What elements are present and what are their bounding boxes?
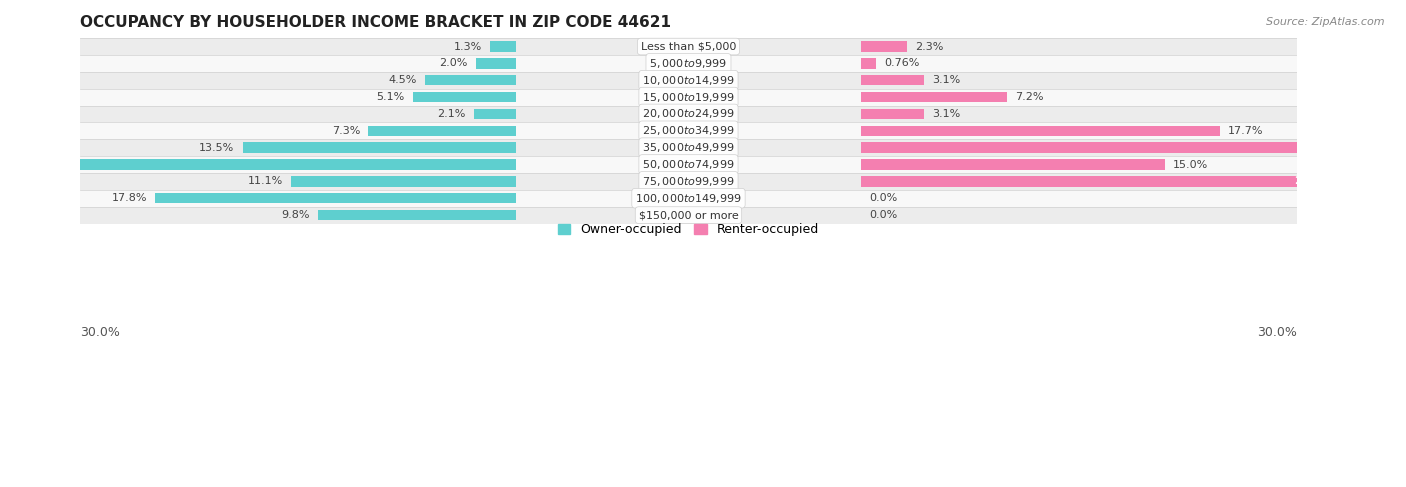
Text: 23.8%: 23.8% xyxy=(1295,176,1333,187)
Bar xyxy=(80,139,1296,156)
Bar xyxy=(860,159,1164,170)
Text: 15.0%: 15.0% xyxy=(1173,160,1208,169)
Text: 11.1%: 11.1% xyxy=(247,176,283,187)
Text: 2.0%: 2.0% xyxy=(439,58,468,68)
Text: 17.8%: 17.8% xyxy=(111,193,148,203)
Bar xyxy=(425,75,516,86)
Text: $20,000 to $24,999: $20,000 to $24,999 xyxy=(643,108,735,120)
Bar xyxy=(860,58,876,69)
Text: 17.7%: 17.7% xyxy=(1227,126,1263,136)
Text: $25,000 to $34,999: $25,000 to $34,999 xyxy=(643,124,735,137)
Text: 2.3%: 2.3% xyxy=(915,41,943,52)
Bar xyxy=(489,41,516,52)
Bar xyxy=(0,159,516,170)
Text: Source: ZipAtlas.com: Source: ZipAtlas.com xyxy=(1267,17,1385,27)
Bar xyxy=(80,38,1296,55)
Text: $50,000 to $74,999: $50,000 to $74,999 xyxy=(643,158,735,171)
Text: 13.5%: 13.5% xyxy=(200,143,235,153)
Bar xyxy=(474,109,516,119)
Bar xyxy=(80,206,1296,224)
Bar xyxy=(860,41,907,52)
Bar xyxy=(80,106,1296,122)
Text: 27.2%: 27.2% xyxy=(1364,143,1402,153)
Text: 4.5%: 4.5% xyxy=(388,75,416,85)
Text: 7.2%: 7.2% xyxy=(1015,92,1043,102)
Text: $75,000 to $99,999: $75,000 to $99,999 xyxy=(643,175,735,188)
Text: 9.8%: 9.8% xyxy=(281,210,309,220)
Text: 5.1%: 5.1% xyxy=(377,92,405,102)
Text: $15,000 to $19,999: $15,000 to $19,999 xyxy=(643,91,735,104)
Bar xyxy=(860,126,1219,136)
Text: OCCUPANCY BY HOUSEHOLDER INCOME BRACKET IN ZIP CODE 44621: OCCUPANCY BY HOUSEHOLDER INCOME BRACKET … xyxy=(80,15,672,30)
Text: 0.0%: 0.0% xyxy=(869,193,897,203)
Bar xyxy=(80,173,1296,190)
Text: 3.1%: 3.1% xyxy=(932,75,960,85)
Legend: Owner-occupied, Renter-occupied: Owner-occupied, Renter-occupied xyxy=(553,218,824,242)
Text: $5,000 to $9,999: $5,000 to $9,999 xyxy=(650,57,728,70)
Bar xyxy=(80,72,1296,89)
Text: 2.1%: 2.1% xyxy=(437,109,465,119)
Bar xyxy=(80,55,1296,72)
Text: $10,000 to $14,999: $10,000 to $14,999 xyxy=(643,74,735,87)
Text: $150,000 or more: $150,000 or more xyxy=(638,210,738,220)
Text: 0.76%: 0.76% xyxy=(884,58,920,68)
Text: $100,000 to $149,999: $100,000 to $149,999 xyxy=(636,192,742,205)
Bar xyxy=(80,89,1296,106)
Bar xyxy=(860,75,924,86)
Bar xyxy=(80,156,1296,173)
Bar xyxy=(860,92,1007,102)
Bar xyxy=(860,143,1406,153)
Bar xyxy=(243,143,516,153)
Bar xyxy=(860,176,1343,187)
Text: Less than $5,000: Less than $5,000 xyxy=(641,41,737,52)
Bar xyxy=(80,122,1296,139)
Text: 3.1%: 3.1% xyxy=(932,109,960,119)
Text: 30.0%: 30.0% xyxy=(1257,325,1296,338)
Text: 25.6%: 25.6% xyxy=(7,160,46,169)
Bar xyxy=(368,126,516,136)
Bar xyxy=(318,210,516,220)
Bar xyxy=(156,193,516,204)
Text: 7.3%: 7.3% xyxy=(332,126,360,136)
Bar xyxy=(475,58,516,69)
Bar xyxy=(80,190,1296,206)
Text: $35,000 to $49,999: $35,000 to $49,999 xyxy=(643,141,735,154)
Text: 0.0%: 0.0% xyxy=(869,210,897,220)
Bar xyxy=(413,92,516,102)
Bar xyxy=(291,176,516,187)
Text: 1.3%: 1.3% xyxy=(454,41,482,52)
Text: 30.0%: 30.0% xyxy=(80,325,121,338)
Bar xyxy=(860,109,924,119)
